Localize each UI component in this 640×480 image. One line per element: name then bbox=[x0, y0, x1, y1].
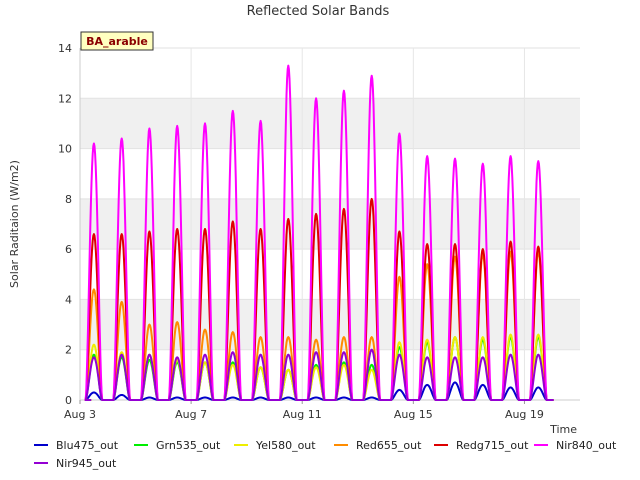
legend-item: Red655_out bbox=[330, 439, 430, 452]
legend-item: Yel580_out bbox=[230, 439, 330, 452]
legend-item: Nir945_out bbox=[30, 457, 130, 470]
legend-item: Nir840_out bbox=[530, 439, 630, 452]
x-tick-label: Aug 19 bbox=[505, 408, 544, 421]
y-tick-label: 4 bbox=[65, 293, 72, 306]
grid-band bbox=[80, 299, 580, 350]
series-line-blu475_out bbox=[84, 381, 554, 401]
legend-label: Blu475_out bbox=[56, 438, 119, 452]
x-tick-label: Aug 3 bbox=[64, 408, 96, 421]
series-line-nir945_out bbox=[84, 348, 554, 401]
legend-swatch bbox=[34, 462, 48, 464]
chart-title: Reflected Solar Bands bbox=[247, 4, 390, 19]
x-axis-label: Time bbox=[549, 423, 577, 436]
legend-row: Blu475_out Grn535_out Yel580_out Red655_out… bbox=[30, 436, 630, 454]
legend: Blu475_out Grn535_out Yel580_out Red655_out… bbox=[30, 436, 630, 472]
legend-label: Yel580_out bbox=[256, 438, 316, 452]
x-tick-label: Aug 7 bbox=[175, 408, 207, 421]
y-tick-label: 12 bbox=[58, 92, 72, 105]
legend-label: Nir945_out bbox=[56, 456, 117, 470]
legend-label: Grn535_out bbox=[156, 438, 221, 452]
annotation-label: BA_arable bbox=[86, 35, 148, 48]
legend-row: Nir945_out bbox=[30, 454, 630, 472]
y-tick-label: 10 bbox=[58, 143, 72, 156]
legend-label: Redg715_out bbox=[456, 438, 529, 452]
y-tick-label: 2 bbox=[65, 344, 72, 357]
legend-label: Red655_out bbox=[356, 438, 422, 452]
legend-item: Grn535_out bbox=[130, 439, 230, 452]
y-tick-label: 14 bbox=[58, 42, 72, 55]
legend-swatch bbox=[134, 444, 148, 446]
legend-item: Redg715_out bbox=[430, 439, 530, 452]
legend-swatch bbox=[234, 444, 248, 446]
y-tick-label: 6 bbox=[65, 243, 72, 256]
legend-label: Nir840_out bbox=[556, 438, 617, 452]
x-tick-label: Aug 11 bbox=[283, 408, 322, 421]
y-tick-label: 8 bbox=[65, 193, 72, 206]
series-line-nir840_out bbox=[84, 64, 554, 401]
annotation-box bbox=[80, 31, 154, 51]
legend-item: Blu475_out bbox=[30, 439, 130, 452]
x-tick-label: Aug 15 bbox=[394, 408, 433, 421]
legend-swatch bbox=[434, 444, 448, 446]
grid-band bbox=[80, 198, 580, 250]
grid-band bbox=[80, 98, 580, 149]
legend-swatch bbox=[34, 444, 48, 446]
plot-area: 0 2 4 6 8 10 12 14 Aug 3 Aug 7 Aug 11 Aug 15 Aug 19 B… bbox=[58, 31, 580, 421]
legend-swatch bbox=[534, 444, 548, 446]
y-tick-label: 0 bbox=[65, 394, 72, 407]
legend-swatch bbox=[334, 444, 348, 446]
y-axis-label: Solar Raditaion (W/m2) bbox=[8, 160, 21, 288]
